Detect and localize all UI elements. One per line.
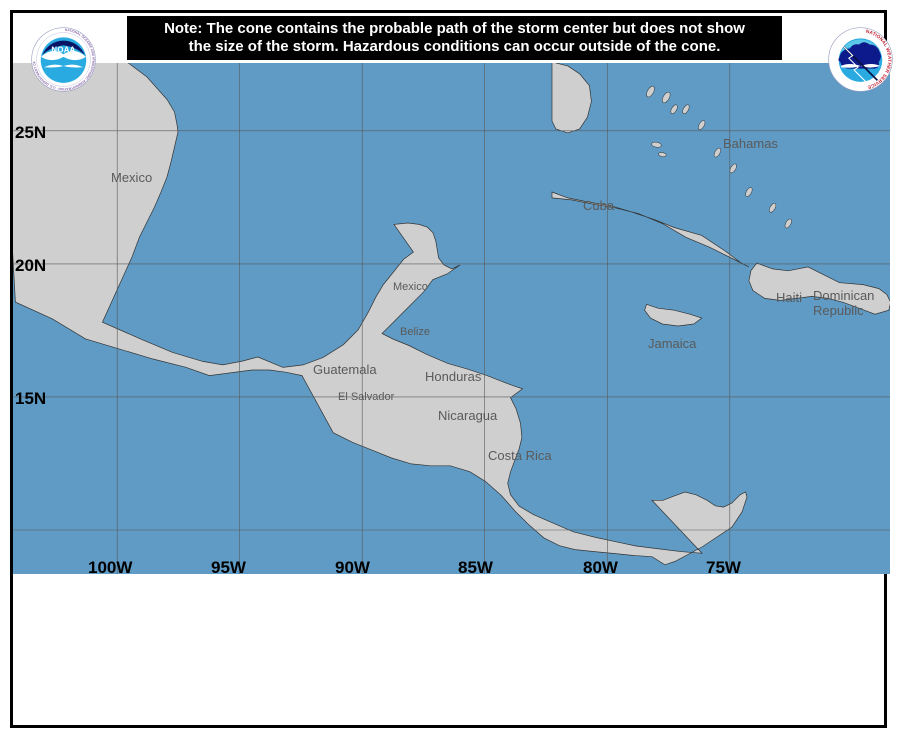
svg-text:NOAA: NOAA — [51, 45, 75, 54]
